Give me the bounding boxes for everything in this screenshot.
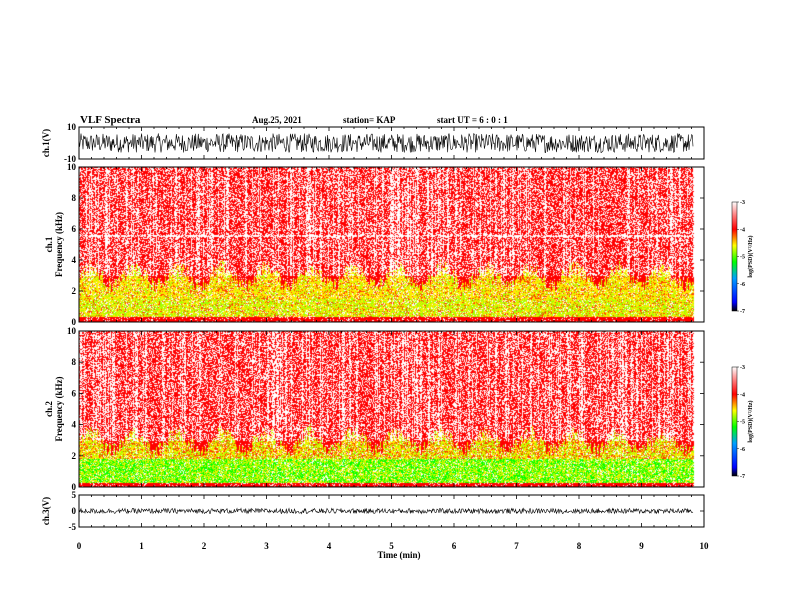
x-tick-label: 10 (700, 541, 710, 551)
ch1-spectrogram-tick-label: 2 (72, 286, 77, 296)
ch3-waveform-tick-label: -5 (69, 522, 77, 532)
colorbar-tick-label: -7 (740, 309, 745, 315)
ch3-waveform-ylabel: ch.3(V) (41, 497, 51, 525)
ch2-spectrogram-tick-label: 8 (72, 357, 77, 367)
colorbar-tick-label: -5 (740, 255, 745, 261)
ch1-waveform-ylabel: ch.1(V) (41, 129, 51, 157)
ch2-spectrogram-panel: 0 2 4 6 8 10 ch.2Frequency (kHz) (44, 326, 705, 492)
start-time-label: start UT = 6 : 0 : 1 (437, 115, 508, 125)
ch3-waveform-trace (78, 507, 694, 515)
ch1-spectrogram-panel: 0 2 4 6 8 10 ch.1Frequency (kHz) (44, 162, 705, 327)
ch2-colorbar: -3 -4 -5 -6 -7 log(PSD)(V²/Hz) (731, 365, 754, 480)
colorbar-gradient (731, 366, 738, 477)
ch3-waveform-tick-label: 0 (72, 506, 77, 516)
ch3-waveform-tick-label: 5 (72, 490, 77, 500)
ch3-waveform-panel: 5 0 -5 ch.3(V) (41, 490, 705, 532)
colorbar-label: log(PSD)(V²/Hz) (747, 400, 754, 442)
ch1-spectrogram-tick-label: 0 (72, 317, 77, 327)
ch2-spectrogram-tick-label: 4 (72, 420, 77, 430)
ch1-waveform-panel: 10 -10 ch.1(V) (41, 122, 705, 164)
x-tick-label: 8 (577, 541, 582, 551)
ch1-waveform-tick-label: -10 (64, 154, 76, 164)
ch1-spectrogram-ylabel: ch.1Frequency (kHz) (44, 212, 64, 277)
colorbar-tick-label: -7 (740, 474, 745, 480)
x-tick-label: 1 (139, 541, 144, 551)
ch2-spectrogram-ylabel: ch.2Frequency (kHz) (44, 376, 64, 441)
ch1-spectrogram-image (79, 167, 704, 322)
x-tick-label: 7 (514, 541, 519, 551)
colorbar-label: log(PSD)(V²/Hz) (747, 235, 754, 277)
x-tick-label: 0 (77, 541, 82, 551)
ch1-waveform-tick-label: 10 (67, 122, 77, 132)
x-tick-label: 4 (327, 541, 332, 551)
date-label: Aug.25, 2021 (252, 115, 302, 125)
colorbar-tick-label: -3 (740, 200, 745, 206)
figure-title: VLF Spectra (80, 114, 141, 126)
colorbar-tick-label: -6 (740, 282, 745, 288)
ch2-spectrogram-tick-label: 10 (67, 326, 77, 336)
colorbar-gradient (731, 201, 738, 312)
ch2-spectrogram-tick-label: 2 (72, 451, 77, 461)
x-tick-label: 6 (452, 541, 457, 551)
ch1-spectrogram-tick-label: 8 (72, 193, 77, 203)
colorbar-tick-label: -4 (740, 392, 745, 398)
colorbar-tick-label: -4 (740, 227, 745, 233)
x-tick-label: 2 (202, 541, 207, 551)
colorbar-tick-label: -5 (740, 420, 745, 426)
colorbar-tick-label: -6 (740, 447, 745, 453)
x-tick-label: 3 (264, 541, 269, 551)
ch1-spectrogram-tick-label: 10 (67, 162, 77, 172)
x-axis-label: Time (min) (377, 550, 420, 560)
x-tick-label: 5 (389, 541, 394, 551)
ch2-spectrogram-image (79, 331, 704, 487)
ch1-waveform-frame (78, 126, 705, 160)
ch2-spectrogram-tick-label: 6 (72, 388, 77, 398)
ch2-spectrogram-tick-label: 0 (72, 482, 77, 492)
ch1-spectrogram-tick-label: 4 (72, 255, 77, 265)
colorbar-tick-label: -3 (740, 365, 745, 371)
ch1-waveform-trace (78, 133, 694, 154)
ch1-colorbar: -3 -4 -5 -6 -7 log(PSD)(V²/Hz) (731, 200, 754, 315)
x-tick-label: 9 (639, 541, 644, 551)
time-axis: 0 1 2 3 4 5 6 7 8 9 10 Time (min) (77, 541, 709, 560)
station-label: station= KAP (343, 115, 396, 125)
ch1-spectrogram-tick-label: 6 (72, 224, 77, 234)
